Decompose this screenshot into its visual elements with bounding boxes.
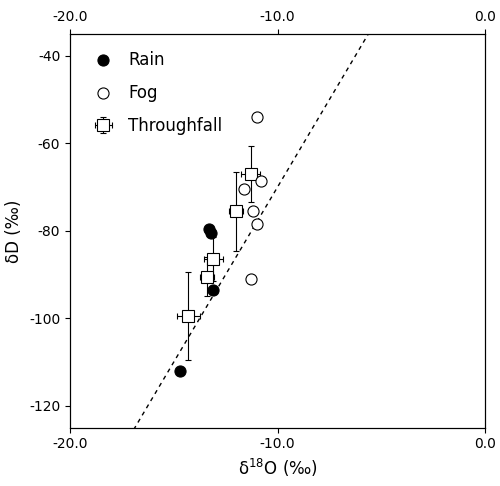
Fog [252, 220, 261, 228]
X-axis label: δ$^{18}$O (‰): δ$^{18}$O (‰) [238, 457, 318, 479]
Fog [248, 207, 256, 215]
Fog [257, 176, 265, 184]
Rain [207, 229, 215, 237]
Fog [240, 185, 248, 193]
Fog [252, 113, 261, 121]
Rain [209, 286, 217, 294]
Fog [246, 275, 254, 283]
Legend: Rain, Fog, Throughfall: Rain, Fog, Throughfall [78, 42, 231, 143]
Rain [176, 367, 184, 375]
Rain [205, 225, 213, 232]
Y-axis label: δD (‰): δD (‰) [6, 199, 24, 262]
